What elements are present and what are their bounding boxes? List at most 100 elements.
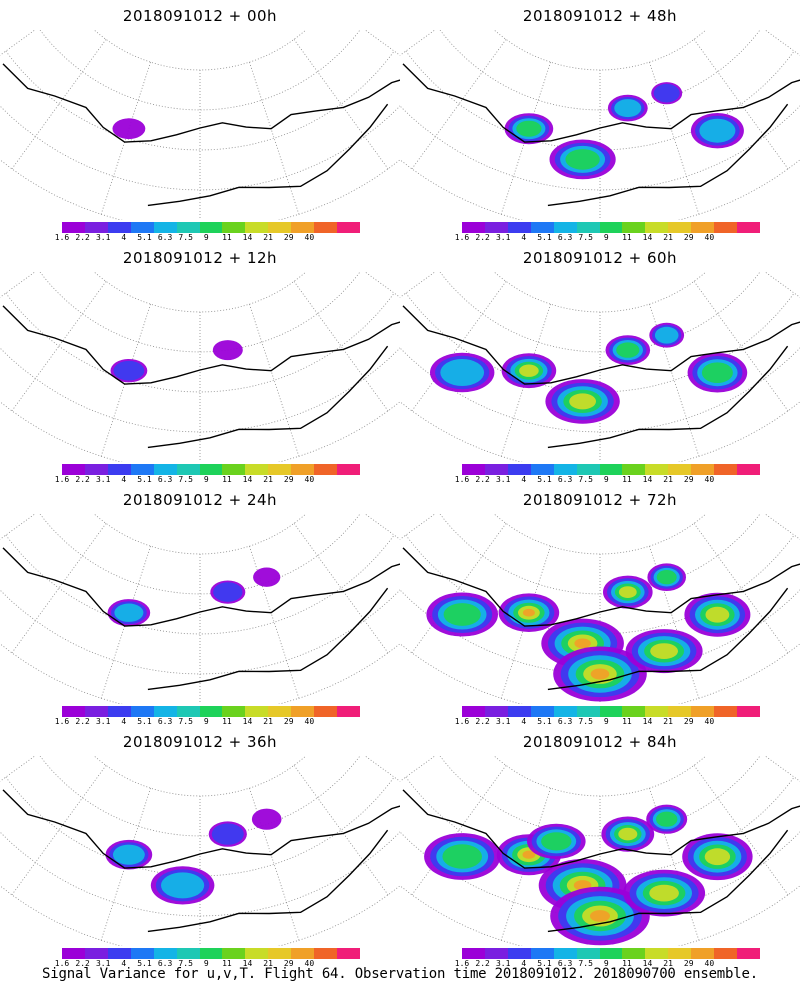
- colorbar-swatch: [337, 706, 360, 717]
- colorbar-tick-label: 29: [683, 475, 694, 484]
- colorbar-tick-label: 14: [242, 233, 253, 242]
- colorbar: [62, 948, 360, 959]
- latitude-gridline: [493, 272, 707, 313]
- colorbar-swatch: [291, 948, 315, 959]
- colorbar-tick-label: 7.5: [178, 233, 193, 242]
- coastline: [547, 829, 789, 933]
- colorbar-swatch: [62, 948, 85, 959]
- variance-region: [430, 352, 495, 393]
- latitude-gridline: [405, 776, 795, 877]
- colorbar-tick-label: 1.6: [454, 475, 470, 484]
- colorbar-tick-label: 6.3: [157, 717, 173, 726]
- meridian-gridline: [764, 514, 800, 540]
- latitude-gridline: [5, 292, 395, 393]
- panel-title: 2018091012 + 24h: [122, 491, 278, 509]
- variance-region: [253, 567, 281, 587]
- colorbar-swatch: [668, 222, 692, 233]
- colorbar-swatch: [130, 706, 154, 717]
- colorbar-swatch: [507, 948, 531, 959]
- colorbar-swatch: [462, 706, 485, 717]
- colorbar-tick-label: 9: [603, 233, 609, 242]
- colorbar-tick-label: 9: [203, 233, 209, 242]
- colorbar-tick-label: 2.2: [75, 959, 90, 968]
- colorbar-swatch: [107, 464, 131, 475]
- latitude-gridline: [93, 30, 307, 71]
- colorbar-tick-label: 29: [283, 233, 294, 242]
- meridian-gridline: [764, 272, 800, 298]
- variance-region: [212, 340, 243, 361]
- figure-caption: Signal Variance for u,v,T. Flight 64. Ob…: [42, 966, 758, 982]
- colorbar-swatch: [576, 222, 600, 233]
- colorbar-swatch: [645, 222, 669, 233]
- colorbar-tick-label: 14: [242, 475, 253, 484]
- colorbar-tick-label: 5.1: [137, 717, 152, 726]
- panel-title: 2018091012 + 12h: [122, 249, 278, 267]
- latitude-gridline: [0, 347, 400, 433]
- coastline: [2, 789, 400, 869]
- colorbar-tick-label: 29: [283, 475, 294, 484]
- colorbar-tick-label: 40: [704, 959, 715, 968]
- panel-36h: 2018091012 + 36h 1.6 2.2 3.1 4 5.1 6.3 7.5 9 11 1…: [0, 726, 400, 969]
- panel-title: 2018091012 + 00h: [122, 7, 278, 25]
- colorbar-tick-label: 7.5: [178, 959, 193, 968]
- colorbar-tick-label: 2.2: [475, 233, 490, 242]
- colorbar-tick-label: 3.1: [95, 959, 111, 968]
- variance-region: [649, 322, 685, 348]
- variance-region: [605, 335, 651, 365]
- colorbar: [462, 948, 760, 959]
- meridian-gridline: [11, 39, 107, 170]
- colorbar-tick-label: 21: [663, 233, 673, 242]
- colorbar-swatch: [222, 706, 246, 717]
- colorbar-tick-label: 40: [304, 475, 315, 484]
- colorbar-swatch: [553, 706, 577, 717]
- meridian-gridline: [249, 546, 300, 699]
- colorbar-swatch: [222, 948, 246, 959]
- latitude-gridline: [0, 589, 400, 675]
- map-plot: [400, 514, 800, 704]
- coastline: [147, 829, 389, 933]
- colorbar-swatch: [530, 948, 554, 959]
- colorbar-swatch: [314, 948, 338, 959]
- map-plot: [0, 30, 400, 220]
- variance-region: [553, 646, 647, 702]
- coastline: [402, 789, 800, 869]
- colorbar-tick-label: 7.5: [178, 475, 193, 484]
- colorbar: [462, 706, 760, 717]
- colorbar-tick-label: 14: [242, 717, 253, 726]
- colorbar-tick-label: 4: [121, 475, 127, 484]
- latitude-gridline: [5, 776, 395, 877]
- panel-title: 2018091012 + 36h: [122, 733, 278, 751]
- meridian-gridline: [293, 523, 389, 654]
- colorbar-tick-label: 29: [683, 959, 694, 968]
- colorbar-tick-label: 6.3: [557, 717, 573, 726]
- colorbar-swatch: [130, 464, 154, 475]
- colorbar-swatch: [553, 464, 577, 475]
- colorbar-swatch: [245, 222, 269, 233]
- variance-region: [623, 869, 706, 917]
- latitude-gridline: [405, 292, 795, 393]
- coastline: [2, 547, 400, 627]
- colorbar-tick-label: 7.5: [578, 717, 593, 726]
- meridian-gridline: [400, 30, 436, 56]
- panel-title: 2018091012 + 48h: [522, 7, 678, 25]
- colorbar-swatch: [507, 464, 531, 475]
- colorbar-swatch: [484, 948, 508, 959]
- colorbar-swatch: [176, 464, 200, 475]
- colorbar-tick-label: 11: [622, 959, 632, 968]
- colorbar-tick-label: 5.1: [537, 959, 552, 968]
- panel-60h: 2018091012 + 60h 1.6 2.2 3.1 4 5.1 6.3 7.5 9 11 1…: [400, 242, 800, 484]
- variance-region: [251, 808, 282, 830]
- colorbar-swatch: [176, 948, 200, 959]
- colorbar-swatch: [291, 464, 315, 475]
- colorbar-labels: 1.6 2.2 3.1 4 5.1 6.3 7.5 9 11 14 21 29 40: [455, 233, 775, 243]
- colorbar-tick-label: 21: [663, 475, 673, 484]
- variance-region: [682, 833, 753, 881]
- colorbar-swatch: [84, 464, 108, 475]
- colorbar-tick-label: 5.1: [137, 233, 152, 242]
- colorbar-swatch: [153, 464, 177, 475]
- colorbar-tick-label: 14: [642, 475, 653, 484]
- colorbar-labels: 1.6 2.2 3.1 4 5.1 6.3 7.5 9 11 14 21 29 40: [55, 959, 375, 969]
- panel-title: 2018091012 + 60h: [522, 249, 678, 267]
- latitude-gridline: [493, 756, 707, 797]
- colorbar-tick-label: 5.1: [537, 717, 552, 726]
